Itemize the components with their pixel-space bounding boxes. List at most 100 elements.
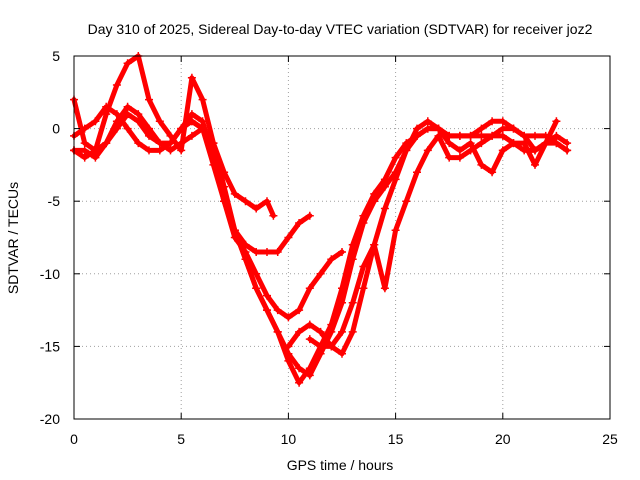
data-point (455, 131, 464, 140)
data-point (252, 204, 261, 213)
y-tick-label: -15 (40, 338, 60, 354)
data-point (273, 248, 282, 256)
x-tick-label: 0 (70, 431, 78, 447)
data-point (455, 146, 464, 155)
series-line (305, 131, 572, 351)
y-tick-label: -20 (40, 411, 60, 427)
data-point (187, 117, 196, 126)
y-tick-label: 0 (52, 121, 60, 137)
data-point (123, 59, 132, 68)
data-point (305, 284, 314, 293)
data-point (102, 139, 111, 148)
data-point (241, 255, 250, 264)
data-point (263, 197, 271, 206)
data-point (252, 269, 261, 278)
data-point (423, 117, 432, 126)
x-tick-label: 5 (177, 431, 185, 447)
data-point (520, 146, 529, 155)
data-point (305, 320, 314, 329)
data-point (166, 146, 175, 155)
data-point (123, 102, 132, 111)
y-tick-label: -5 (48, 193, 61, 209)
data-point (177, 139, 186, 148)
data-point (177, 124, 186, 133)
data-point (134, 117, 143, 126)
data-point (402, 197, 411, 206)
x-tick-label: 15 (388, 431, 404, 447)
data-point (531, 160, 539, 169)
data-point (198, 95, 207, 104)
data-point (80, 153, 89, 162)
data-point (316, 327, 325, 336)
data-point (477, 124, 486, 133)
data-point (477, 131, 486, 140)
series-line (187, 117, 572, 387)
data-point (531, 131, 539, 140)
data-point (531, 146, 539, 155)
grid (74, 56, 610, 419)
data-point (220, 197, 229, 206)
data-point (230, 189, 239, 198)
data-point (327, 342, 336, 351)
data-point (327, 320, 336, 329)
plot-frame (73, 55, 611, 420)
data-point (338, 248, 346, 256)
data-point (295, 306, 304, 315)
data-point (198, 117, 207, 126)
data-point (316, 342, 325, 351)
x-axis-label: GPS time / hours (287, 457, 394, 473)
data-point (380, 284, 389, 293)
data-point (145, 95, 153, 104)
data-point (359, 284, 368, 293)
data-point (466, 139, 475, 148)
x-tick-label: 20 (495, 431, 511, 447)
data-point (295, 378, 304, 387)
data-point (177, 146, 186, 155)
data-point (166, 139, 175, 148)
data-point (327, 255, 336, 264)
data-point (112, 110, 121, 119)
data-point (263, 248, 271, 256)
data-point (391, 175, 400, 184)
data-point (498, 117, 507, 126)
data-point (112, 124, 121, 133)
data-point (155, 117, 164, 126)
data-point (445, 139, 454, 148)
data-point (498, 124, 507, 133)
data-point (445, 153, 454, 162)
data-point (413, 124, 421, 133)
data-point (380, 175, 389, 184)
data-point (380, 204, 389, 213)
data-point (134, 139, 143, 148)
data-point (305, 211, 314, 220)
data-point (273, 327, 282, 336)
data-point (209, 160, 218, 169)
data-point (123, 124, 132, 133)
data-point (91, 153, 100, 162)
y-axis-label: SDTVAR / TECUs (5, 182, 21, 294)
data-point (488, 168, 497, 177)
data-point (284, 313, 293, 322)
data-point (370, 240, 379, 249)
data-point (563, 146, 572, 155)
data-point (305, 335, 314, 344)
data-point (295, 219, 304, 227)
data-point (466, 131, 475, 140)
data-point (187, 110, 196, 119)
data-point (509, 124, 518, 133)
data-point (348, 240, 357, 249)
data-point (413, 168, 421, 177)
data-point (273, 306, 282, 315)
data-point (123, 110, 132, 119)
data-point (187, 73, 196, 82)
data-point (370, 189, 379, 198)
data-point (509, 139, 518, 148)
data-point (488, 117, 497, 126)
data-point (338, 327, 346, 336)
data-point (145, 131, 153, 140)
data-point (316, 269, 325, 278)
data-point (91, 117, 100, 126)
data-point (391, 153, 400, 162)
data-point (284, 233, 293, 242)
